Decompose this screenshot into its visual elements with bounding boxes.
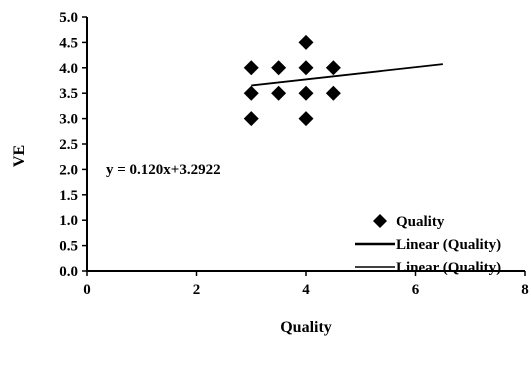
data-point-diamond (298, 60, 314, 76)
y-tick-label: 1.5 (59, 188, 78, 204)
y-tick-label: 4.0 (59, 61, 78, 77)
x-tick-label: 6 (412, 282, 420, 298)
y-tick-label: 3.0 (59, 112, 78, 128)
legend-label-linear-1: Linear (Quality) (396, 237, 501, 253)
x-tick-label: 0 (83, 282, 91, 298)
data-point-diamond (271, 85, 287, 101)
y-tick-label: 3.5 (59, 86, 78, 102)
x-tick-label: 2 (193, 282, 201, 298)
data-point-diamond (298, 34, 314, 50)
legend-label-linear-2: Linear (Quality) (396, 260, 501, 276)
y-tick-label: 0.0 (59, 264, 78, 280)
y-axis-ticks: 0.0 0.5 1.0 1.5 2.0 2.5 3.0 3.5 4.0 4.5 5.0 (59, 10, 87, 280)
x-axis-label: Quality (280, 319, 332, 336)
trendline (251, 63, 443, 87)
y-tick-label: 2.0 (59, 162, 78, 178)
x-tick-label: 4 (302, 282, 310, 298)
data-point-diamond (298, 111, 314, 127)
y-tick-label: 0.5 (59, 239, 78, 255)
legend-label-quality: Quality (396, 214, 445, 230)
data-point-diamond (243, 60, 259, 76)
y-axis-label: VE (11, 145, 28, 167)
y-tick-label: 4.5 (59, 35, 78, 51)
x-axis-ticks: 0 2 4 6 8 (83, 271, 529, 298)
x-tick-label: 8 (521, 282, 529, 298)
data-point-diamond (243, 85, 259, 101)
legend: Quality Linear (Quality) Linear (Quality… (355, 214, 501, 276)
y-tick-label: 2.5 (59, 137, 78, 153)
data-point-diamond (325, 85, 341, 101)
y-tick-label: 1.0 (59, 213, 78, 229)
data-point-diamond (243, 111, 259, 127)
data-point-diamond (298, 85, 314, 101)
trendline-equation: y = 0.120x+3.2922 (106, 162, 221, 178)
trendline-layer (251, 63, 443, 87)
legend-diamond-icon (373, 214, 387, 228)
y-tick-label: 5.0 (59, 10, 78, 26)
data-point-diamond (325, 60, 341, 76)
data-point-diamond (271, 60, 287, 76)
data-points (243, 34, 341, 127)
